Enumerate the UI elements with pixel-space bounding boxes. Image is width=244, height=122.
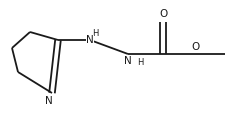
Text: N: N — [124, 56, 132, 66]
Text: N: N — [45, 96, 53, 106]
Text: N: N — [86, 35, 94, 45]
Text: O: O — [191, 42, 199, 52]
Text: H: H — [92, 29, 98, 38]
Text: O: O — [159, 9, 167, 19]
Text: H: H — [137, 58, 143, 67]
